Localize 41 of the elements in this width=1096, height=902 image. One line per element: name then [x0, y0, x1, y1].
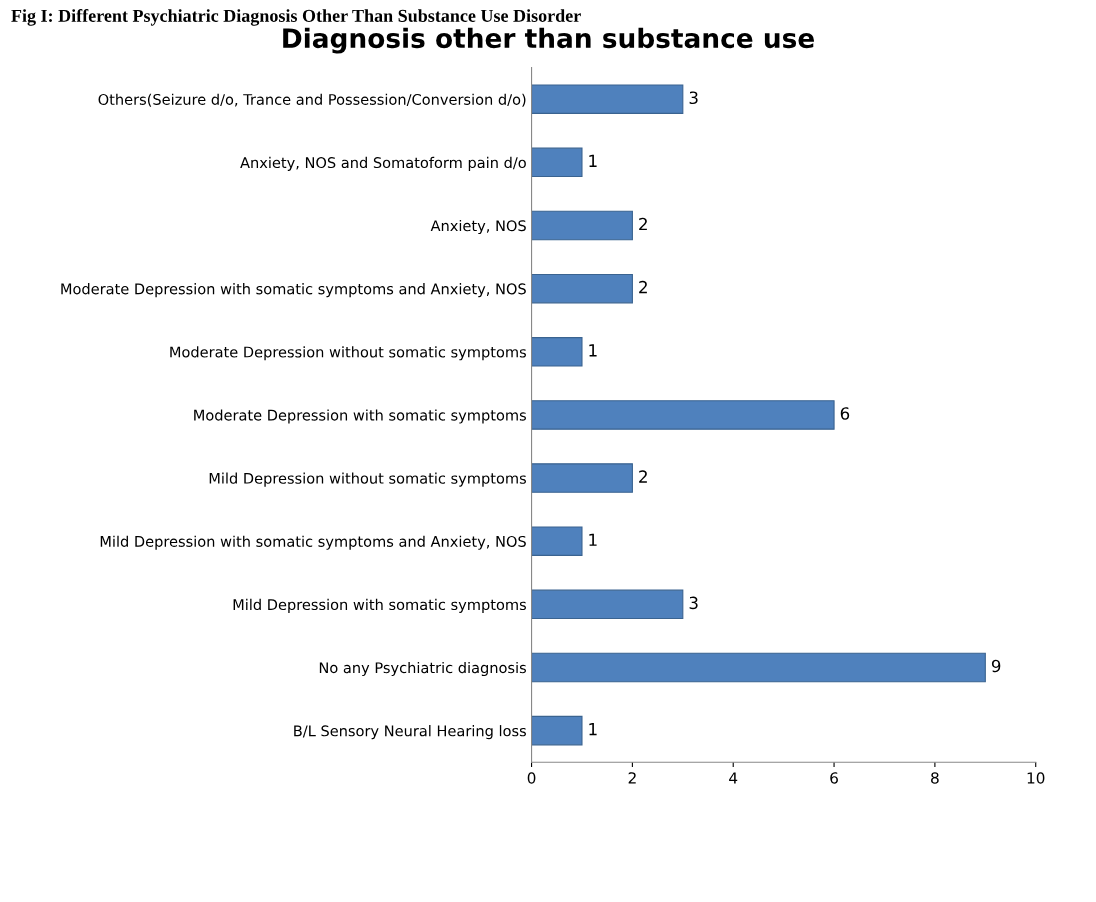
data-label: 9 [991, 659, 1001, 673]
bar [531, 84, 684, 114]
y-tick-label: No any Psychiatric diagnosis [319, 661, 526, 677]
y-tick-label: Anxiety, NOS [430, 219, 526, 235]
bar [531, 652, 986, 683]
bar [531, 210, 633, 241]
data-label: 1 [589, 344, 597, 357]
y-tick-label: Mild Depression with somatic symptoms [233, 598, 526, 613]
data-label: 1 [589, 154, 597, 167]
y-tick-label: Moderate Depression without somatic symptoms [170, 346, 526, 361]
y-tick-label: Mild Depression with somatic symptoms and Anxiety, NOS [100, 535, 526, 550]
y-tick-label: Moderate Depression with somatic symptoms [194, 409, 526, 424]
data-label: 3 [689, 596, 698, 610]
bar [531, 337, 583, 367]
bar [531, 715, 583, 746]
data-label: 2 [639, 280, 647, 294]
x-tick-label: 10 [1027, 772, 1045, 784]
data-label: 1 [589, 723, 597, 736]
y-tick-label: Moderate Depression with somatic symptoms and Anxiety, NOS [61, 283, 526, 298]
chart-title: Diagnosis other than substance use [283, 27, 814, 54]
data-label: 1 [589, 533, 597, 546]
y-tick-label: B/L Sensory Neural Hearing loss [294, 725, 526, 740]
y-tick-label: Others(Seizure d/o, Trance and Possession/Conversion d/o) [98, 93, 526, 107]
x-tick-label: 8 [931, 772, 939, 784]
data-label: 2 [639, 217, 647, 231]
data-label: 2 [639, 470, 647, 483]
x-tick-label: 4 [729, 772, 738, 784]
x-tick-label: 6 [830, 772, 838, 784]
data-label: 6 [840, 407, 850, 420]
x-tick-label: 0 [527, 772, 536, 784]
x-tick-label: 2 [628, 772, 636, 784]
bar [531, 147, 583, 178]
bar [531, 526, 583, 556]
text: Fig I: Different Psychiatric Diagnosis Other Than Substance Use Disorder [11, 9, 581, 26]
bar [531, 400, 835, 430]
y-tick-label: Anxiety, NOS and Somatoform pain d/o [240, 156, 526, 171]
data-label: 3 [689, 91, 698, 105]
bar [531, 273, 633, 304]
y-tick-label: Mild Depression without somatic symptoms [209, 472, 526, 487]
bar [531, 463, 633, 493]
bar [531, 589, 684, 620]
